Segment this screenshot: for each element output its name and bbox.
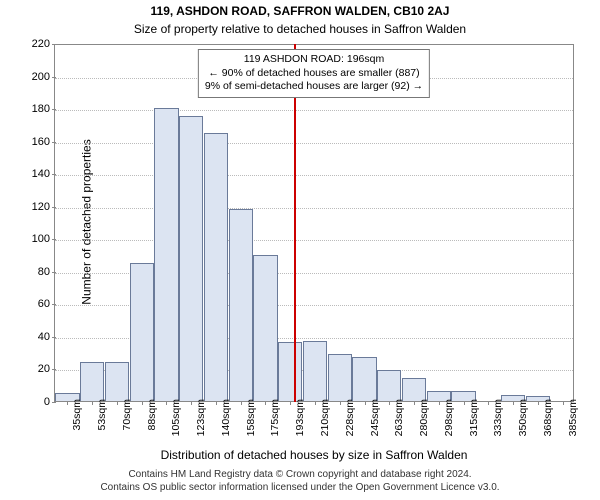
x-tick-label: 140sqm [220,399,232,443]
chart-title-sub: Size of property relative to detached ho… [0,22,600,36]
x-tick-mark [464,401,465,405]
histogram-bar [204,133,228,402]
annotation-line-2: ← 90% of detached houses are smaller (88… [205,67,423,81]
grid-line [55,208,573,209]
x-tick-label: 315sqm [468,399,480,443]
histogram-bar [154,108,178,401]
x-tick-label: 158sqm [245,399,257,443]
x-tick-mark [216,401,217,405]
x-tick-mark [340,401,341,405]
x-tick-label: 228sqm [344,399,356,443]
y-tick-label: 160 [14,136,50,148]
x-tick-mark [488,401,489,405]
x-tick-mark [414,401,415,405]
histogram-bar [402,378,426,401]
x-tick-mark [67,401,68,405]
histogram-bar [80,362,104,401]
chart-footer: Contains HM Land Registry data © Crown c… [0,469,600,494]
histogram-bar [303,341,327,401]
y-tick-label: 200 [14,71,50,83]
x-tick-label: 210sqm [319,399,331,443]
x-tick-label: 53sqm [96,399,108,443]
x-tick-label: 35sqm [71,399,83,443]
y-tick-label: 220 [14,38,50,50]
x-tick-mark [265,401,266,405]
chart-plot-area: 35sqm53sqm70sqm88sqm105sqm123sqm140sqm15… [54,44,574,402]
x-tick-mark [92,401,93,405]
y-tick-label: 60 [14,298,50,310]
grid-line [55,143,573,144]
annotation-box: 119 ASHDON ROAD: 196sqm ← 90% of detache… [198,49,430,98]
x-tick-label: 123sqm [195,399,207,443]
footer-line-2: Contains OS public sector information li… [0,482,600,495]
grid-line [55,240,573,241]
x-tick-label: 333sqm [492,399,504,443]
histogram-bar [253,255,277,401]
x-axis-label: Distribution of detached houses by size … [54,448,574,462]
x-tick-mark [315,401,316,405]
x-tick-mark [365,401,366,405]
x-tick-mark [142,401,143,405]
x-tick-mark [117,401,118,405]
x-tick-label: 245sqm [369,399,381,443]
x-tick-label: 350sqm [517,399,529,443]
x-tick-mark [290,401,291,405]
histogram-bar [278,342,302,401]
footer-line-1: Contains HM Land Registry data © Crown c… [0,469,600,482]
y-tick-label: 40 [14,331,50,343]
grid-line [55,175,573,176]
y-tick-label: 180 [14,103,50,115]
histogram-bar [179,116,203,401]
x-tick-label: 298sqm [443,399,455,443]
annotation-line-3: 9% of semi-detached houses are larger (9… [205,80,423,94]
y-tick-label: 20 [14,363,50,375]
chart-title-main: 119, ASHDON ROAD, SAFFRON WALDEN, CB10 2… [0,4,600,18]
x-tick-label: 280sqm [418,399,430,443]
x-tick-mark [439,401,440,405]
x-tick-label: 105sqm [170,399,182,443]
x-tick-mark [389,401,390,405]
x-tick-label: 193sqm [294,399,306,443]
x-tick-label: 368sqm [542,399,554,443]
y-tick-label: 0 [14,396,50,408]
x-tick-label: 70sqm [121,399,133,443]
annotation-line-1: 119 ASHDON ROAD: 196sqm [205,53,423,67]
x-tick-label: 88sqm [146,399,158,443]
histogram-bar [328,354,352,401]
x-tick-label: 385sqm [567,399,579,443]
x-tick-mark [191,401,192,405]
y-tick-label: 140 [14,168,50,180]
histogram-bar [377,370,401,401]
x-tick-label: 175sqm [269,399,281,443]
x-tick-mark [563,401,564,405]
x-tick-mark [538,401,539,405]
y-tick-label: 80 [14,266,50,278]
grid-line [55,110,573,111]
histogram-bar [352,357,376,401]
y-tick-label: 100 [14,233,50,245]
histogram-bar [105,362,129,401]
x-tick-label: 263sqm [393,399,405,443]
x-tick-mark [166,401,167,405]
y-tick-label: 120 [14,201,50,213]
histogram-bar [130,263,154,401]
x-tick-mark [241,401,242,405]
x-tick-mark [513,401,514,405]
histogram-bar [229,209,253,401]
